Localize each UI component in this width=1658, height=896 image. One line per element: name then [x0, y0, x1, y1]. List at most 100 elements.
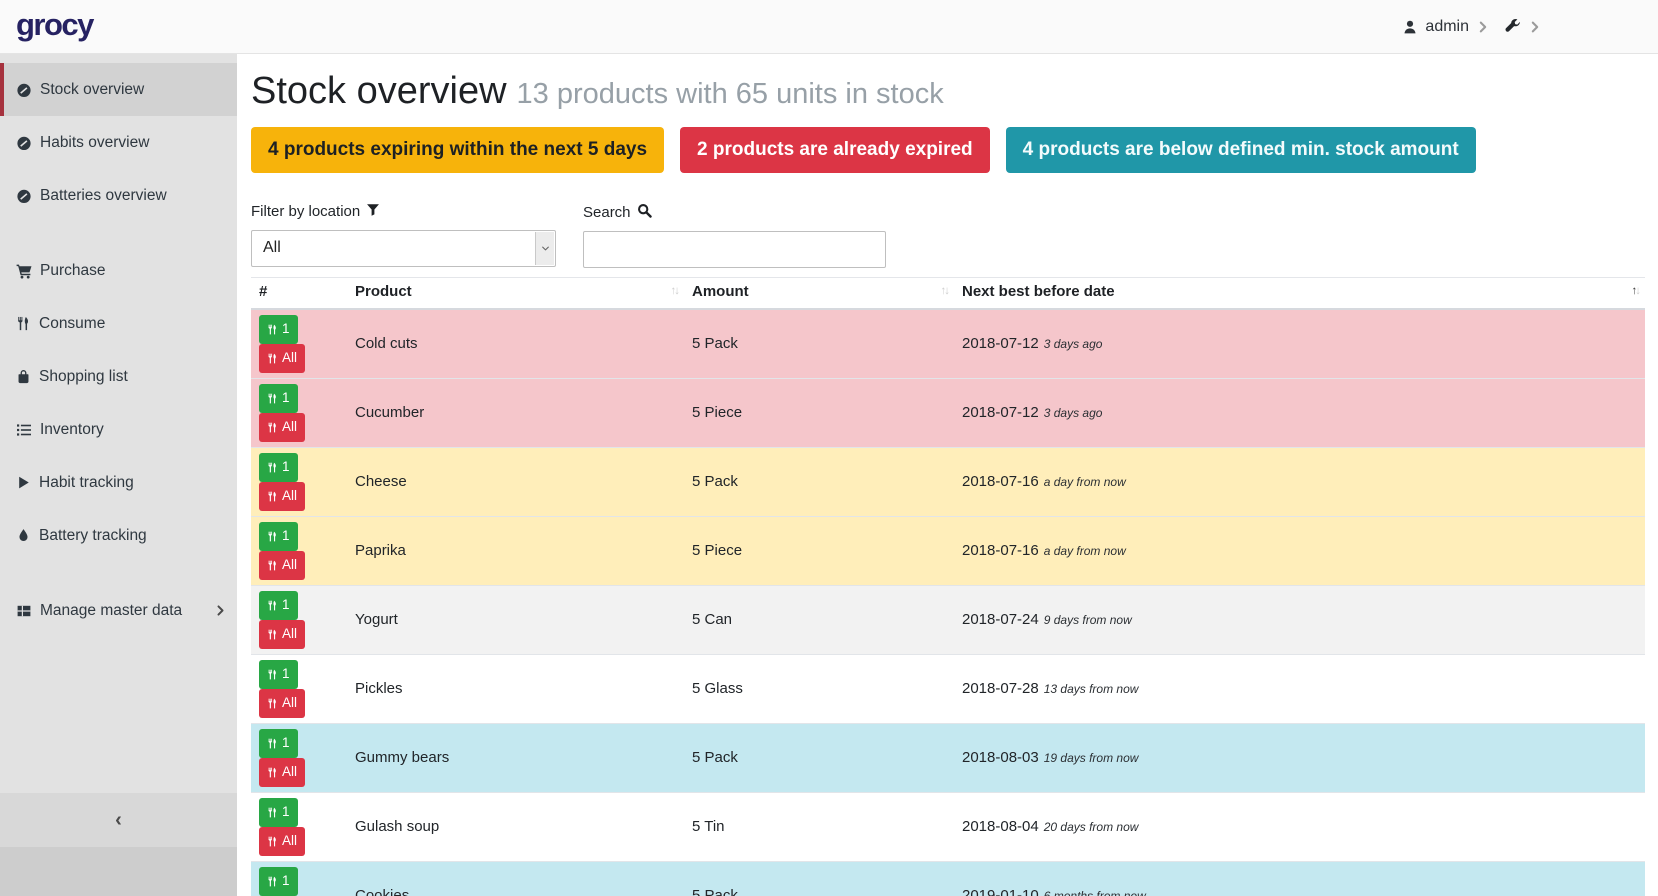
utensils-icon	[268, 600, 276, 611]
utensils-icon	[268, 836, 276, 847]
consume-all-button[interactable]: All	[259, 826, 306, 856]
utensils-icon	[268, 738, 276, 749]
column-header-amount[interactable]: Amount ↑↓	[684, 276, 954, 310]
consume-one-button[interactable]: 1	[259, 452, 298, 482]
product-cell: Cucumber	[347, 378, 684, 448]
user-name: admin	[1425, 17, 1469, 35]
location-filter: Filter by location All	[251, 203, 556, 268]
consume-one-label: 1	[282, 321, 290, 337]
table-row: 1 All Cheese 5 Pack 2018-07-16 a day from…	[251, 447, 1645, 517]
navbar-right: admin	[1402, 18, 1542, 36]
amount-cell: 5 Can	[684, 585, 954, 655]
table-header-row: # Product ↑↓ Amount ↑↓ Next best before …	[251, 276, 1645, 310]
consume-all-label: All	[282, 764, 298, 780]
location-filter-label: Filter by location	[251, 203, 556, 221]
consume-all-label: All	[282, 833, 298, 849]
location-filter-label-text: Filter by location	[251, 203, 361, 221]
column-header-actions[interactable]: #	[251, 276, 347, 310]
below-min-stock-badge[interactable]: 4 products are below defined min. stock …	[1005, 126, 1476, 173]
sidebar-item-label: Purchase	[40, 262, 106, 279]
consume-one-label: 1	[282, 666, 290, 682]
consume-all-label: All	[282, 350, 298, 366]
amount-cell: 5 Pack	[684, 308, 954, 379]
sidebar-item-label: Habits overview	[40, 134, 150, 151]
settings-menu[interactable]	[1504, 18, 1542, 35]
consume-all-label: All	[282, 626, 298, 642]
consume-all-button[interactable]: All	[259, 757, 306, 787]
sidebar-collapse-button[interactable]: ‹	[0, 793, 237, 847]
sidebar-nav: Stock overview Habits overview Batteries…	[0, 54, 237, 637]
expiring-badge[interactable]: 4 products expiring within the next 5 da…	[251, 126, 665, 173]
sidebar-item-habits-overview[interactable]: Habits overview	[0, 116, 237, 169]
consume-one-button[interactable]: 1	[259, 797, 298, 827]
expired-badge[interactable]: 2 products are already expired	[680, 126, 990, 173]
sidebar-item-purchase[interactable]: Purchase	[0, 244, 237, 297]
consume-one-label: 1	[282, 735, 290, 751]
utensils-icon	[268, 807, 276, 818]
page-title: Stock overview 13 products with 65 units …	[251, 70, 1645, 114]
shell: Stock overview Habits overview Batteries…	[0, 54, 1658, 896]
table-row: 1 All Cold cuts 5 Pack 2018-07-12 3 days …	[251, 308, 1645, 379]
utensils-icon	[268, 462, 276, 473]
column-header-best-before[interactable]: Next best before date ↑↓	[954, 276, 1645, 310]
sidebar-item-inventory[interactable]: Inventory	[0, 403, 237, 456]
search-filter: Search	[583, 203, 886, 268]
product-cell: Yogurt	[347, 585, 684, 655]
consume-one-button[interactable]: 1	[259, 521, 298, 551]
date-cell: 2018-07-28 13 days from now	[954, 654, 1645, 724]
amount-cell: 5 Glass	[684, 654, 954, 724]
actions-cell: 1 All	[251, 308, 347, 379]
sidebar-item-manage-master-data[interactable]: Manage master data	[0, 584, 237, 637]
consume-all-button[interactable]: All	[259, 481, 306, 511]
consume-all-button[interactable]: All	[259, 619, 306, 649]
amount-cell: 5 Pack	[684, 447, 954, 517]
utensils-icon	[268, 491, 276, 502]
consume-all-button[interactable]: All	[259, 343, 306, 373]
product-cell: Gulash soup	[347, 792, 684, 862]
location-filter-select[interactable]: All	[251, 229, 556, 267]
consume-one-label: 1	[282, 390, 290, 406]
chevron-right-icon	[1476, 20, 1490, 34]
sidebar-item-shopping-list[interactable]: Shopping list	[0, 350, 237, 403]
search-label: Search	[583, 203, 886, 222]
actions-cell: 1 All	[251, 792, 347, 862]
column-header-label: Product	[355, 282, 412, 300]
sidebar-item-batteries-overview[interactable]: Batteries overview	[0, 169, 237, 222]
consume-all-button[interactable]: All	[259, 550, 306, 580]
sidebar-item-consume[interactable]: Consume	[0, 297, 237, 350]
tachometer-icon	[16, 188, 32, 204]
shopping-cart-icon	[16, 263, 32, 279]
grocy-logo[interactable]: grocy	[16, 7, 94, 42]
consume-one-button[interactable]: 1	[259, 314, 298, 344]
sidebar-item-label: Stock overview	[40, 81, 145, 98]
date-cell: 2018-07-12 3 days ago	[954, 308, 1645, 379]
sidebar-item-stock-overview[interactable]: Stock overview	[0, 63, 237, 116]
sidebar: Stock overview Habits overview Batteries…	[0, 54, 237, 896]
product-cell: Pickles	[347, 654, 684, 724]
user-menu[interactable]: admin	[1402, 18, 1490, 36]
table-row: 1 All Cucumber 5 Piece 2018-07-12 3 days …	[251, 378, 1645, 448]
utensils-icon	[268, 669, 276, 680]
consume-all-button[interactable]: All	[259, 688, 306, 718]
actions-cell: 1 All	[251, 447, 347, 517]
sidebar-item-label: Manage master data	[40, 602, 183, 619]
table-row: 1 All Yogurt 5 Can 2018-07-24 9 days from…	[251, 585, 1645, 655]
sidebar-item-habit-tracking[interactable]: Habit tracking	[0, 456, 237, 509]
search-input[interactable]	[583, 230, 886, 268]
consume-one-button[interactable]: 1	[259, 590, 298, 620]
actions-cell: 1 All	[251, 585, 347, 655]
consume-one-label: 1	[282, 597, 290, 613]
date-cell: 2018-08-04 20 days from now	[954, 792, 1645, 862]
date-cell: 2018-07-16 a day from now	[954, 447, 1645, 517]
consume-one-button[interactable]: 1	[259, 728, 298, 758]
column-header-product[interactable]: Product ↑↓	[347, 276, 684, 310]
utensils-icon	[268, 767, 276, 778]
consume-one-button[interactable]: 1	[259, 866, 298, 896]
consume-all-button[interactable]: All	[259, 412, 306, 442]
sidebar-item-label: Battery tracking	[39, 527, 147, 544]
consume-one-button[interactable]: 1	[259, 383, 298, 413]
sidebar-item-battery-tracking[interactable]: Battery tracking	[0, 509, 237, 562]
sort-icon: ↑↓	[670, 284, 680, 297]
user-icon	[1402, 19, 1418, 35]
consume-one-button[interactable]: 1	[259, 659, 298, 689]
